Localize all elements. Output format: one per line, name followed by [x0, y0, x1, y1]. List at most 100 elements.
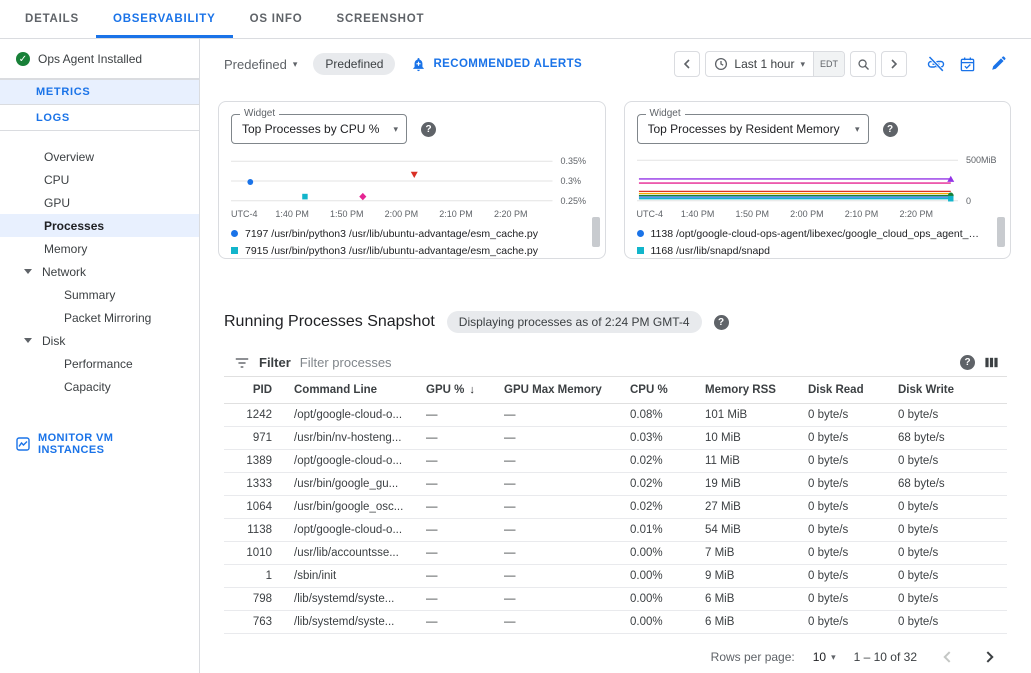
- table-row[interactable]: 798/lib/systemd/syste... — —0.00% 6 MiB 0 by…: [224, 587, 1007, 611]
- table-cell: 0 byte/s: [890, 403, 1007, 427]
- table-row[interactable]: 1389/opt/google-cloud-o... — —0.02% 11 MiB 0…: [224, 449, 1007, 473]
- legend-scrollbar[interactable]: [997, 217, 1005, 247]
- sidebar-item-label: Capacity: [64, 379, 111, 394]
- filter-input[interactable]: [299, 355, 951, 370]
- tab-screenshot[interactable]: SCREENSHOT: [336, 13, 425, 25]
- predefined-chip[interactable]: Predefined: [313, 53, 396, 75]
- recommended-alerts-button[interactable]: RECOMMENDED ALERTS: [411, 57, 582, 72]
- table-cell: 0 byte/s: [890, 564, 1007, 588]
- chart-legend: 7197 /usr/bin/python3 /usr/lib/ubuntu-ad…: [231, 225, 593, 259]
- sidebar-item-disk[interactable]: Disk: [0, 329, 199, 352]
- expand-arrow-icon[interactable]: [24, 269, 32, 274]
- prev-page-button[interactable]: [935, 645, 959, 669]
- table-cell: —: [496, 403, 622, 427]
- help-icon[interactable]: ?: [960, 355, 975, 370]
- table-row[interactable]: 1010/usr/lib/accountsse... — —0.00% 7 MiB 0 …: [224, 541, 1007, 565]
- table-cell: 1010: [224, 541, 286, 565]
- table-row[interactable]: 763/lib/systemd/syste... — —0.00% 6 MiB 0 by…: [224, 610, 1007, 634]
- help-icon[interactable]: ?: [882, 121, 898, 137]
- sidebar-item-memory[interactable]: Memory: [0, 237, 199, 260]
- predefined-dropdown[interactable]: Predefined ▾: [224, 57, 297, 72]
- legend-item[interactable]: 7197 /usr/bin/python3 /usr/lib/ubuntu-ad…: [231, 225, 593, 242]
- sidebar-item-performance[interactable]: Performance: [0, 352, 199, 375]
- column-header-command-line[interactable]: Command Line: [286, 377, 418, 404]
- sidebar-item-summary[interactable]: Summary: [0, 283, 199, 306]
- column-header-gpu-max-memory[interactable]: GPU Max Memory: [496, 377, 622, 404]
- table-cell: 9 MiB: [697, 564, 800, 588]
- widget-type-select[interactable]: Widget Top Processes by CPU % ▾: [231, 108, 407, 144]
- column-header-label: GPU %: [426, 384, 465, 396]
- link-off-button[interactable]: [923, 51, 949, 77]
- table-cell: 1064: [224, 495, 286, 519]
- sidebar-item-label: Summary: [64, 287, 116, 302]
- legend-item[interactable]: 1138 /opt/google-cloud-ops-agent/libexec…: [636, 225, 999, 242]
- widget-select-label: Widget: [240, 108, 280, 119]
- section-title: Running Processes Snapshot: [224, 313, 435, 330]
- table-row[interactable]: 1242/opt/google-cloud-o... — —0.08% 101 MiB…: [224, 403, 1007, 427]
- table-cell: /opt/google-cloud-o...: [286, 449, 418, 473]
- column-settings-icon[interactable]: [984, 355, 999, 370]
- tab-observability[interactable]: OBSERVABILITY: [96, 0, 233, 38]
- table-cell: 68 byte/s: [890, 426, 1007, 450]
- column-header-gpu[interactable]: GPU % ↓: [418, 377, 496, 404]
- x-axis-tick: 2:00 PM: [384, 209, 419, 219]
- column-header-pid[interactable]: PID: [224, 377, 286, 404]
- edit-pencil-icon[interactable]: [985, 51, 1011, 77]
- sidebar-item-label: Performance: [64, 356, 133, 371]
- sidebar-item-gpu[interactable]: GPU: [0, 191, 199, 214]
- y-axis-labels: 0.35% 0.3% 0.25%: [553, 155, 593, 207]
- sidebar-item-capacity[interactable]: Capacity: [0, 375, 199, 398]
- table-row[interactable]: 971/usr/bin/nv-hosteng... — —0.03% 10 MiB 0 …: [224, 426, 1007, 450]
- sort-desc-icon[interactable]: ↓: [469, 384, 475, 396]
- table-cell: /usr/lib/accountsse...: [286, 541, 418, 565]
- table-cell: 0.02%: [622, 495, 697, 519]
- table-cell: —: [418, 472, 496, 496]
- legend-item[interactable]: 7915 /usr/bin/python3 /usr/lib/ubuntu-ad…: [231, 242, 593, 259]
- time-range-select[interactable]: Last 1 hour ▾ EDT: [705, 51, 845, 77]
- legend-scrollbar[interactable]: [591, 217, 600, 247]
- column-header-disk-write[interactable]: Disk Write: [890, 377, 1007, 404]
- sidebar-item-network[interactable]: Network: [0, 260, 199, 283]
- sidebar-item-packet-mirroring[interactable]: Packet Mirroring: [0, 306, 199, 329]
- column-header-cpu[interactable]: CPU %: [622, 377, 697, 404]
- table-cell: —: [496, 426, 622, 450]
- column-header-disk-read[interactable]: Disk Read: [800, 377, 890, 404]
- table-cell: 7 MiB: [697, 541, 800, 565]
- table-row[interactable]: 1138/opt/google-cloud-o... — —0.01% 54 MiB 0…: [224, 518, 1007, 542]
- sidebar-item-overview[interactable]: Overview: [0, 145, 199, 168]
- time-forward-button[interactable]: [881, 51, 907, 77]
- table-cell: 1333: [224, 472, 286, 496]
- next-page-button[interactable]: [977, 645, 1001, 669]
- sidebar-item-logs[interactable]: LOGS: [0, 105, 199, 131]
- table-row[interactable]: 1064/usr/bin/google_osc... — —0.02% 27 MiB 0…: [224, 495, 1007, 519]
- tab-os-info[interactable]: OS INFO: [249, 13, 303, 25]
- snapshot-header: Running Processes Snapshot Displaying pr…: [200, 311, 1031, 333]
- expand-arrow-icon[interactable]: [24, 338, 32, 343]
- ops-agent-status: ✓ Ops Agent Installed: [0, 39, 199, 79]
- table-cell: —: [418, 610, 496, 634]
- table-row[interactable]: 1/sbin/init — —0.00% 9 MiB 0 byte/s 0 byte/s: [224, 564, 1007, 588]
- legend-label: 1138 /opt/google-cloud-ops-agent/libexec…: [650, 227, 985, 240]
- check-circle-icon: ✓: [16, 52, 30, 66]
- tab-details[interactable]: DETAILS: [25, 13, 79, 25]
- sidebar-item-metrics[interactable]: METRICS: [0, 79, 199, 105]
- legend-item[interactable]: 1168 /usr/lib/snapd/snapd: [636, 242, 999, 259]
- sidebar-item-processes[interactable]: Processes: [0, 214, 199, 237]
- table-cell: 0 byte/s: [800, 426, 890, 450]
- monitor-vm-instances-link[interactable]: MONITOR VM INSTANCES: [16, 432, 183, 456]
- calendar-button[interactable]: [954, 51, 980, 77]
- time-back-button[interactable]: [674, 51, 701, 77]
- help-icon[interactable]: ?: [421, 121, 436, 137]
- widget-type-select[interactable]: Widget Top Processes by Resident Memory …: [636, 108, 869, 144]
- rows-per-page-select[interactable]: 10 ▾: [813, 650, 836, 664]
- table-row[interactable]: 1333/usr/bin/google_gu... — —0.02% 19 MiB 0 …: [224, 472, 1007, 496]
- x-axis-tick: 1:40 PM: [275, 209, 309, 219]
- sidebar-item-label: GPU: [44, 195, 71, 210]
- sidebar-item-cpu[interactable]: CPU: [0, 168, 199, 191]
- help-icon[interactable]: ?: [713, 314, 729, 330]
- column-header-memory-rss[interactable]: Memory RSS: [697, 377, 800, 404]
- filter-list-icon: [234, 355, 250, 371]
- search-button[interactable]: [850, 51, 876, 77]
- memory-chart-plot: [636, 159, 958, 202]
- table-cell: 0 byte/s: [800, 518, 890, 542]
